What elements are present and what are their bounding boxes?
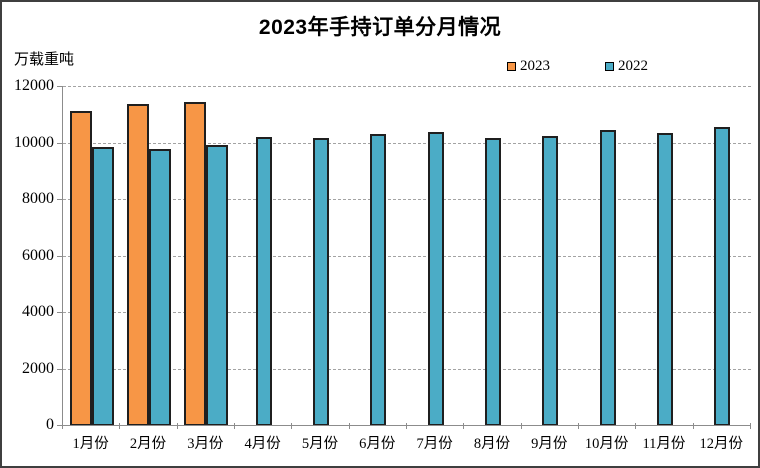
x-tick-mark	[119, 423, 121, 429]
y-tick-mark	[57, 86, 62, 87]
x-tick-label: 3月份	[187, 436, 224, 452]
bar-2022-2月份	[148, 149, 171, 425]
bar-2022-4月份	[255, 136, 272, 425]
gridline	[63, 86, 751, 87]
bar-2022-6月份	[370, 134, 387, 425]
y-tick-label: 10000	[14, 133, 54, 151]
x-tick-mark	[520, 423, 522, 429]
x-tick-mark	[234, 423, 235, 429]
x-tick-label: 11月份	[642, 436, 686, 452]
x-tick-mark	[578, 423, 579, 429]
x-tick-label: 6月份	[359, 436, 396, 452]
y-tick-mark	[57, 255, 62, 257]
y-tick-mark	[57, 199, 62, 200]
legend-item-2022: 2022	[605, 58, 648, 75]
x-tick-mark	[348, 423, 350, 429]
x-tick-label: 9月份	[531, 436, 568, 452]
legend: 2023 2022	[507, 58, 648, 75]
bar-2022-7月份	[427, 132, 444, 425]
legend-label: 2023	[520, 58, 550, 74]
plot-area	[62, 86, 751, 426]
x-tick-label: 7月份	[416, 436, 453, 452]
bar-2022-12月份	[714, 127, 731, 425]
y-tick-label: 8000	[22, 190, 54, 207]
category-9月份	[522, 86, 579, 425]
category-12月份	[694, 86, 751, 425]
bar-2022-9月份	[542, 135, 559, 425]
x-tick-mark	[750, 423, 751, 429]
y-tick-label: 6000	[22, 246, 54, 264]
bar-2022-1月份	[91, 147, 114, 425]
y-axis-unit-label: 万载重吨	[14, 52, 75, 68]
bar-2022-5月份	[312, 137, 329, 425]
legend-swatch-icon	[605, 62, 614, 71]
bar-2022-10月份	[599, 130, 616, 425]
x-tick-label: 1月份	[72, 436, 109, 452]
gridline	[63, 142, 751, 144]
gridline	[63, 199, 751, 200]
category-11月份	[636, 86, 693, 425]
x-tick-label: 12月份	[699, 436, 744, 452]
category-6月份	[350, 86, 407, 425]
x-tick-label: 5月份	[301, 436, 339, 452]
gridline	[63, 368, 751, 370]
gridline	[63, 255, 751, 257]
y-tick-label: 0	[46, 416, 54, 433]
x-tick-mark	[463, 423, 465, 429]
x-tick-label: 10月份	[584, 436, 629, 452]
x-tick-label: 4月份	[244, 436, 281, 452]
y-tick-label: 2000	[22, 359, 54, 377]
bar-2023-2月份	[126, 103, 149, 425]
category-10月份	[579, 86, 636, 425]
bar-2022-8月份	[484, 137, 501, 425]
y-tick-mark	[57, 142, 62, 144]
category-2月份	[120, 86, 177, 425]
bar-2023-1月份	[69, 111, 92, 425]
legend-item-2023: 2023	[507, 58, 550, 75]
x-tick-mark	[291, 423, 293, 429]
legend-label: 2022	[618, 58, 648, 74]
category-4月份	[235, 86, 292, 425]
y-tick-mark	[57, 368, 62, 370]
x-tick-label: 8月份	[473, 436, 511, 452]
bar-2022-3月份	[206, 145, 229, 425]
category-1月份	[63, 86, 120, 425]
category-5月份	[292, 86, 349, 425]
y-tick-mark	[57, 312, 62, 313]
legend-swatch-icon	[507, 62, 516, 71]
category-3月份	[178, 86, 235, 425]
x-tick-mark	[176, 423, 178, 429]
y-tick-label: 4000	[22, 303, 54, 320]
category-7月份	[407, 86, 464, 425]
chart-title: 2023年手持订单分月情况	[258, 16, 502, 39]
bar-2023-3月份	[184, 101, 207, 425]
x-tick-mark	[406, 423, 407, 429]
y-tick-mark	[57, 425, 62, 426]
y-tick-label: 12000	[14, 77, 54, 94]
gridline	[63, 312, 751, 313]
x-tick-label: 2月份	[129, 436, 167, 452]
bar-2022-11月份	[656, 132, 673, 425]
x-tick-mark	[692, 423, 694, 429]
x-axis-labels: 1月份 2月份 3月份 4月份 5月份 6月份 7月份 8月份 9月份 10月份 11月份 12月份	[62, 432, 750, 453]
category-8月份	[464, 86, 521, 425]
bars	[63, 86, 751, 425]
x-tick-mark	[635, 423, 637, 429]
x-tick-mark	[62, 423, 63, 429]
